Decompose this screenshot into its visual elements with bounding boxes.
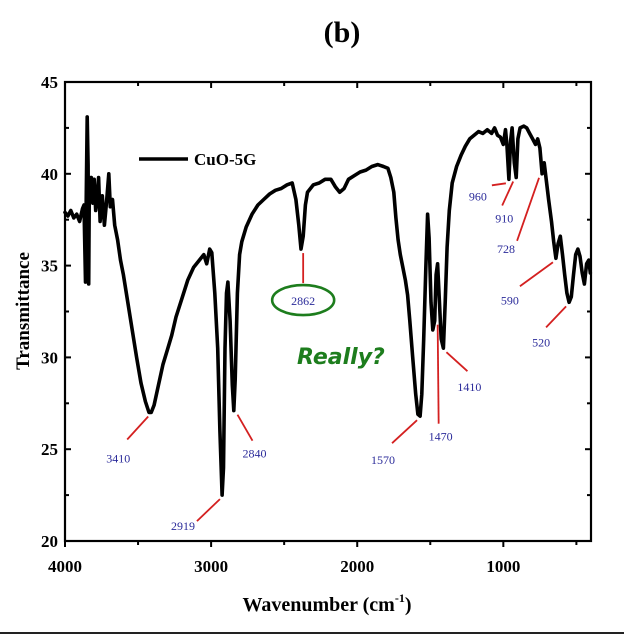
legend-label: CuO-5G <box>194 150 256 169</box>
annotation-leader-line <box>445 351 469 372</box>
annotation-leader-line <box>436 324 440 424</box>
x-axis-label-sup: -1 <box>395 591 405 605</box>
annotation-label: 1410 <box>457 380 481 394</box>
y-tick-label: 20 <box>41 532 58 551</box>
annotation-label: 1470 <box>429 430 453 444</box>
annotation-label: 2919 <box>171 519 195 533</box>
annotation-leader-line <box>236 414 254 442</box>
y-tick-label: 40 <box>41 165 58 184</box>
annotation-layer: 3410 2919 2840 2862 1570 1470 1410 960 910 728 590… <box>106 177 567 533</box>
y-axis-label: Transmittance <box>13 252 34 370</box>
annotation-label: 960 <box>469 189 487 203</box>
annotation-leader-line <box>391 419 418 444</box>
annotation-label: 3410 <box>106 451 130 465</box>
annotation-circle <box>270 283 336 317</box>
annotation-label: 590 <box>501 293 519 307</box>
annotation-leader-line <box>491 182 507 187</box>
x-tick-label: 3000 <box>194 557 228 576</box>
series-line-cuo-5g <box>63 115 593 497</box>
annotation-leader-line <box>519 261 554 287</box>
annotation-leader-line <box>545 305 567 328</box>
y-tick-label: 45 <box>41 73 58 92</box>
annotation-leader-line <box>501 181 515 206</box>
annotation-label: 910 <box>495 211 513 225</box>
chart-title: (b) <box>324 16 361 49</box>
series-layer <box>63 115 593 497</box>
y-axis: 20 25 30 35 40 45 <box>41 73 591 551</box>
annotation-leader-line <box>196 498 221 522</box>
x-axis-label-main: Wavenumber (cm <box>242 594 395 616</box>
y-tick-label: 30 <box>41 348 58 367</box>
y-tick-label: 25 <box>41 440 58 459</box>
bottom-rule <box>0 632 624 634</box>
annotation-label: 728 <box>497 242 515 256</box>
x-tick-label: 4000 <box>48 557 82 576</box>
x-tick-label: 1000 <box>486 557 520 576</box>
annotation-leader-line <box>516 177 540 242</box>
annotation-label: 2840 <box>242 447 266 461</box>
x-axis-label: Wavenumber (cm-1) <box>242 591 411 616</box>
y-tick-label: 35 <box>41 257 58 276</box>
comment-text: Really? <box>297 345 385 370</box>
x-tick-label: 2000 <box>340 557 374 576</box>
legend: CuO-5G <box>139 150 256 169</box>
x-axis-label-close: ) <box>405 594 412 616</box>
annotation-label: 1570 <box>371 453 395 467</box>
annotation-label: 2862 <box>291 294 315 308</box>
annotation-leader-line <box>126 415 149 441</box>
annotation-label: 520 <box>532 335 550 349</box>
x-axis: 4000 3000 2000 1000 <box>48 82 578 576</box>
